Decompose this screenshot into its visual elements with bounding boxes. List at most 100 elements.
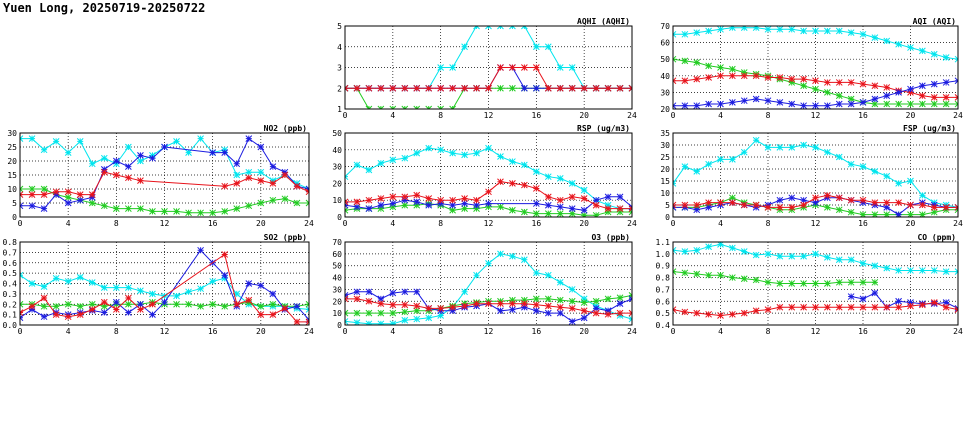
data-point-cyan [717, 26, 724, 33]
data-point-green [616, 294, 624, 302]
data-point-green [64, 300, 72, 308]
data-point-blue [149, 311, 156, 318]
series-group [673, 136, 958, 217]
data-point-cyan [532, 168, 540, 175]
data-point-cyan [497, 250, 504, 258]
data-point-cyan [705, 27, 712, 35]
data-point-red [245, 296, 253, 304]
data-point-green [883, 211, 891, 217]
data-point-blue [907, 299, 914, 306]
data-point-red [544, 84, 552, 92]
data-point-red [40, 294, 48, 302]
data-point-blue [377, 295, 385, 303]
data-point-cyan [824, 148, 831, 156]
data-point-red [377, 84, 385, 92]
data-point-green [604, 295, 612, 303]
plot-frame [344, 25, 633, 110]
data-point-cyan [681, 163, 689, 170]
data-point-red [580, 84, 588, 92]
data-point-cyan [413, 149, 421, 157]
data-point-green [812, 280, 819, 287]
data-point-red [521, 181, 528, 189]
data-point-blue [812, 102, 819, 109]
x-tick-label: 0 [18, 327, 23, 336]
data-point-red [401, 301, 409, 309]
data-point-red [413, 84, 421, 92]
y-tick-label: 50 [332, 129, 342, 138]
data-point-cyan [149, 290, 156, 298]
data-point-blue [149, 154, 156, 162]
data-point-red [776, 303, 784, 311]
data-point-blue [100, 309, 108, 316]
data-point-red [293, 318, 301, 325]
data-point-red [847, 196, 855, 204]
data-point-blue [705, 204, 712, 211]
data-point-red [729, 310, 736, 318]
data-point-blue [693, 206, 701, 214]
data-point-green [847, 95, 855, 103]
data-point-green [907, 100, 914, 108]
data-point-cyan [185, 288, 192, 296]
data-point-green [40, 302, 48, 310]
data-point-cyan [76, 273, 84, 281]
data-point-green [52, 302, 60, 310]
data-point-green [717, 271, 724, 279]
data-point-blue [580, 206, 588, 214]
data-point-red [919, 92, 926, 100]
data-point-cyan [847, 29, 855, 36]
data-point-blue [365, 205, 373, 212]
x-tick-label: 4 [718, 111, 723, 120]
data-point-green [740, 69, 748, 76]
data-point-red [824, 192, 831, 199]
data-point-cyan [64, 278, 72, 285]
data-point-green [509, 206, 516, 214]
data-point-red [497, 300, 504, 308]
data-point-cyan [871, 34, 879, 41]
data-point-green [919, 211, 926, 217]
data-point-red [942, 204, 950, 211]
data-point-green [705, 62, 712, 70]
y-tick-label: 0.7 [3, 248, 18, 257]
x-tick-label: 8 [438, 327, 443, 336]
data-point-green [824, 89, 831, 96]
data-point-cyan [942, 54, 950, 61]
y-tick-label: 20 [332, 297, 342, 306]
data-point-blue [604, 193, 612, 201]
data-point-blue [544, 201, 552, 209]
data-point-red [693, 201, 701, 209]
data-point-blue [717, 100, 724, 108]
data-point-cyan [812, 250, 819, 258]
data-point-blue [353, 288, 361, 296]
data-point-red [556, 84, 564, 92]
y-tick-label: 0 [337, 213, 342, 222]
data-point-green [281, 195, 289, 203]
data-point-red [281, 171, 289, 179]
data-point-red [835, 303, 843, 311]
y-tick-label: 20 [660, 165, 670, 174]
data-point-red [847, 303, 855, 311]
data-point-green [729, 274, 736, 281]
data-point-green [497, 203, 504, 211]
y-tick-label: 40 [660, 72, 670, 81]
data-point-green [788, 280, 796, 287]
y-tick-label: 70 [660, 22, 670, 31]
data-point-red [919, 301, 926, 309]
data-point-blue [824, 102, 831, 109]
data-point-cyan [895, 267, 902, 274]
data-point-cyan [681, 30, 689, 38]
data-point-cyan [377, 320, 385, 325]
data-point-blue [556, 203, 564, 211]
data-point-blue [28, 202, 36, 210]
x-tick-label: 16 [532, 219, 542, 228]
data-point-red [616, 309, 624, 317]
data-point-red [449, 303, 456, 311]
data-point-cyan [895, 40, 902, 48]
x-tick-label: 16 [532, 327, 542, 336]
y-tick-label: 40 [332, 146, 342, 155]
data-point-cyan [544, 271, 552, 279]
data-point-green [185, 209, 192, 217]
data-point-cyan [693, 168, 701, 175]
data-point-cyan [521, 256, 528, 264]
x-tick-label: 0 [671, 111, 676, 120]
data-point-cyan [871, 168, 879, 175]
